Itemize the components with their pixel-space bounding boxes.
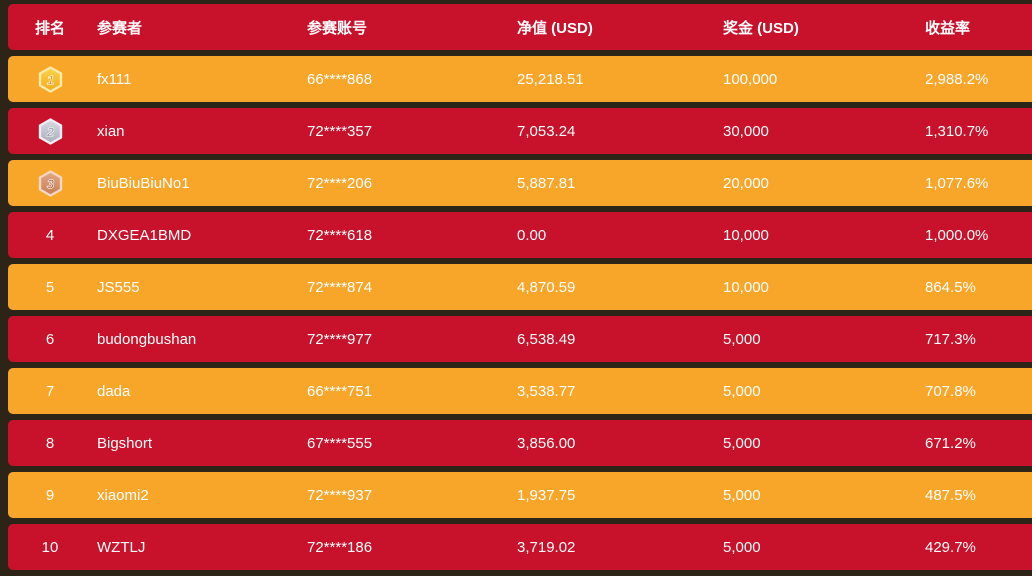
prize-amount: 30,000 bbox=[723, 122, 769, 140]
participant-name: xiaomi2 bbox=[97, 486, 149, 504]
prize-amount: 100,000 bbox=[723, 70, 778, 88]
column-header-net-value: 净值 (USD) bbox=[517, 19, 593, 37]
prize-amount: 10,000 bbox=[723, 278, 769, 296]
net-value: 3,856.00 bbox=[517, 434, 576, 452]
prize-amount: 20,000 bbox=[723, 174, 769, 192]
rank-cell: 3 bbox=[8, 169, 92, 198]
rank-number: 5 bbox=[45, 278, 55, 296]
account-number: 72****206 bbox=[307, 174, 373, 192]
return-rate: 707.8% bbox=[925, 382, 976, 400]
column-header-participant: 参赛者 bbox=[97, 19, 143, 37]
silver-medal-icon: 2 bbox=[37, 117, 64, 146]
account-number: 72****874 bbox=[307, 278, 373, 296]
account-number: 67****555 bbox=[307, 434, 373, 452]
table-row: 10 WZTLJ 72****186 3,719.02 5,000 429.7% bbox=[8, 524, 1032, 570]
prize-amount: 5,000 bbox=[723, 382, 761, 400]
participant-name: WZTLJ bbox=[97, 538, 146, 556]
gold-medal-icon: 1 bbox=[37, 65, 64, 94]
participant-name: JS555 bbox=[97, 278, 140, 296]
rank-number: 8 bbox=[45, 434, 55, 452]
table-row: 9 xiaomi2 72****937 1,937.75 5,000 487.5… bbox=[8, 472, 1032, 518]
net-value: 3,538.77 bbox=[517, 382, 576, 400]
rank-cell: 1 bbox=[8, 65, 92, 94]
return-rate: 429.7% bbox=[925, 538, 976, 556]
account-number: 66****751 bbox=[307, 382, 373, 400]
column-header-return-rate: 收益率 bbox=[925, 19, 971, 37]
table-header-row: 排名 参赛者 参赛账号 净值 (USD) 奖金 (USD) 收益率 bbox=[8, 4, 1032, 50]
rank-number: 10 bbox=[41, 538, 59, 556]
net-value: 6,538.49 bbox=[517, 330, 576, 348]
column-header-prize: 奖金 (USD) bbox=[723, 19, 799, 37]
prize-amount: 5,000 bbox=[723, 486, 761, 504]
return-rate: 1,310.7% bbox=[925, 122, 989, 140]
account-number: 72****618 bbox=[307, 226, 373, 244]
svg-text:1: 1 bbox=[46, 72, 53, 87]
net-value: 7,053.24 bbox=[517, 122, 576, 140]
return-rate: 671.2% bbox=[925, 434, 976, 452]
column-header-account: 参赛账号 bbox=[307, 19, 368, 37]
participant-name: dada bbox=[97, 382, 131, 400]
table-row: 3 BiuBiuBiuNo1 72****206 5,887.81 20,000… bbox=[8, 160, 1032, 206]
net-value: 1,937.75 bbox=[517, 486, 576, 504]
rank-number: 7 bbox=[45, 382, 55, 400]
net-value: 5,887.81 bbox=[517, 174, 576, 192]
account-number: 66****868 bbox=[307, 70, 373, 88]
participant-name: BiuBiuBiuNo1 bbox=[97, 174, 190, 192]
return-rate: 2,988.2% bbox=[925, 70, 989, 88]
column-header-rank: 排名 bbox=[34, 19, 65, 37]
participant-name: fx111 bbox=[97, 70, 132, 88]
table-row: 8 Bigshort 67****555 3,856.00 5,000 671.… bbox=[8, 420, 1032, 466]
rank-cell: 10 bbox=[8, 539, 92, 556]
participant-name: DXGEA1BMD bbox=[97, 226, 192, 244]
return-rate: 1,000.0% bbox=[925, 226, 989, 244]
participant-name: Bigshort bbox=[97, 434, 153, 452]
svg-text:2: 2 bbox=[45, 124, 54, 139]
account-number: 72****357 bbox=[307, 122, 373, 140]
prize-amount: 10,000 bbox=[723, 226, 769, 244]
table-row: 6 budongbushan 72****977 6,538.49 5,000 … bbox=[8, 316, 1032, 362]
rank-number: 6 bbox=[45, 330, 55, 348]
table-row: 4 DXGEA1BMD 72****618 0.00 10,000 1,000.… bbox=[8, 212, 1032, 258]
table-row: 7 dada 66****751 3,538.77 5,000 707.8% bbox=[8, 368, 1032, 414]
table-row: 2 xian 72****357 7,053.24 30,000 1,310.7… bbox=[8, 108, 1032, 154]
net-value: 4,870.59 bbox=[517, 278, 576, 296]
participant-name: budongbushan bbox=[97, 330, 197, 348]
account-number: 72****186 bbox=[307, 538, 373, 556]
rank-number: 9 bbox=[45, 486, 55, 504]
net-value: 25,218.51 bbox=[517, 70, 584, 88]
table-body: 1 fx111 66****868 25,218.51 100,000 2,98… bbox=[8, 56, 1032, 570]
rank-cell: 5 bbox=[8, 279, 92, 296]
bronze-medal-icon: 3 bbox=[37, 169, 64, 198]
table-row: 5 JS555 72****874 4,870.59 10,000 864.5% bbox=[8, 264, 1032, 310]
leaderboard-table: 排名 参赛者 参赛账号 净值 (USD) 奖金 (USD) 收益率 1 fx11… bbox=[8, 4, 1032, 576]
account-number: 72****977 bbox=[307, 330, 373, 348]
table-row: 1 fx111 66****868 25,218.51 100,000 2,98… bbox=[8, 56, 1032, 102]
prize-amount: 5,000 bbox=[723, 434, 761, 452]
rank-cell: 9 bbox=[8, 487, 92, 504]
svg-text:3: 3 bbox=[46, 176, 54, 191]
prize-amount: 5,000 bbox=[723, 538, 761, 556]
rank-cell: 8 bbox=[8, 435, 92, 452]
return-rate: 1,077.6% bbox=[925, 174, 989, 192]
return-rate: 717.3% bbox=[925, 330, 976, 348]
net-value: 3,719.02 bbox=[517, 538, 576, 556]
return-rate: 864.5% bbox=[925, 278, 976, 296]
return-rate: 487.5% bbox=[925, 486, 976, 504]
account-number: 72****937 bbox=[307, 486, 373, 504]
participant-name: xian bbox=[97, 122, 125, 140]
net-value: 0.00 bbox=[517, 226, 547, 244]
rank-cell: 7 bbox=[8, 383, 92, 400]
rank-cell: 4 bbox=[8, 227, 92, 244]
prize-amount: 5,000 bbox=[723, 330, 761, 348]
rank-number: 4 bbox=[45, 226, 55, 244]
rank-cell: 6 bbox=[8, 331, 92, 348]
rank-cell: 2 bbox=[8, 117, 92, 146]
